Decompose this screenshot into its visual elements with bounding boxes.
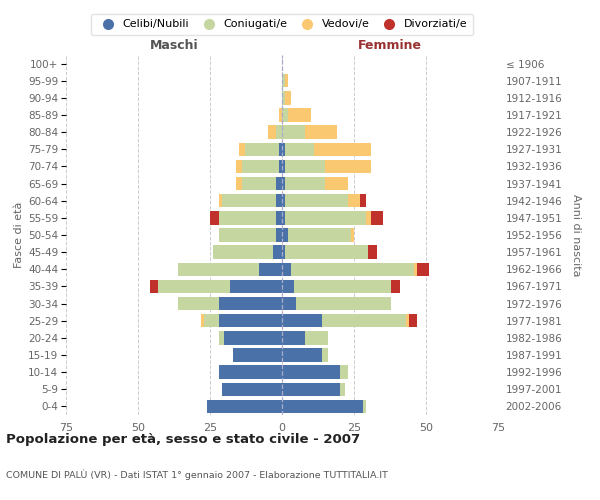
Bar bbox=[239, 142, 245, 156]
Y-axis label: Fasce di età: Fasce di età bbox=[14, 202, 24, 268]
Bar bbox=[290, 262, 415, 276]
Bar bbox=[362, 400, 365, 413]
Bar bbox=[242, 177, 276, 190]
Bar bbox=[288, 108, 311, 122]
Bar bbox=[365, 211, 371, 224]
Bar bbox=[296, 297, 391, 310]
Bar bbox=[288, 228, 351, 241]
Bar bbox=[418, 262, 429, 276]
Bar bbox=[282, 74, 285, 88]
Bar bbox=[285, 194, 348, 207]
Bar bbox=[325, 160, 371, 173]
Bar bbox=[274, 246, 282, 259]
Bar bbox=[351, 228, 354, 241]
Bar bbox=[282, 126, 305, 139]
Bar bbox=[282, 348, 322, 362]
Bar bbox=[325, 177, 348, 190]
Bar bbox=[285, 74, 288, 88]
Bar bbox=[242, 160, 279, 173]
Bar bbox=[409, 314, 418, 328]
Bar bbox=[360, 194, 365, 207]
Bar bbox=[314, 142, 371, 156]
Bar bbox=[213, 246, 274, 259]
Bar bbox=[305, 126, 337, 139]
Bar bbox=[221, 382, 282, 396]
Bar bbox=[282, 142, 285, 156]
Bar bbox=[268, 126, 276, 139]
Bar bbox=[276, 211, 282, 224]
Bar bbox=[282, 280, 293, 293]
Bar bbox=[285, 246, 368, 259]
Bar bbox=[285, 160, 325, 173]
Bar bbox=[282, 262, 290, 276]
Y-axis label: Anni di nascita: Anni di nascita bbox=[571, 194, 581, 276]
Legend: Celibi/Nubili, Coniugati/e, Vedovi/e, Divorziati/e: Celibi/Nubili, Coniugati/e, Vedovi/e, Di… bbox=[91, 14, 473, 35]
Bar bbox=[368, 246, 377, 259]
Bar bbox=[282, 211, 285, 224]
Bar bbox=[221, 194, 276, 207]
Text: COMUNE DI PALÙ (VR) - Dati ISTAT 1° gennaio 2007 - Elaborazione TUTTITALIA.IT: COMUNE DI PALÙ (VR) - Dati ISTAT 1° genn… bbox=[6, 470, 388, 480]
Bar bbox=[340, 366, 348, 379]
Bar bbox=[282, 160, 285, 173]
Bar bbox=[178, 297, 218, 310]
Bar bbox=[276, 177, 282, 190]
Bar bbox=[149, 280, 158, 293]
Bar bbox=[285, 91, 290, 104]
Bar bbox=[210, 211, 218, 224]
Bar bbox=[282, 108, 288, 122]
Bar bbox=[218, 314, 282, 328]
Bar bbox=[285, 177, 325, 190]
Bar bbox=[207, 400, 282, 413]
Bar bbox=[279, 142, 282, 156]
Bar bbox=[178, 262, 259, 276]
Bar bbox=[285, 211, 365, 224]
Bar bbox=[218, 331, 224, 344]
Bar bbox=[340, 382, 346, 396]
Bar bbox=[230, 280, 282, 293]
Bar bbox=[415, 262, 418, 276]
Bar bbox=[218, 211, 276, 224]
Bar bbox=[276, 194, 282, 207]
Bar bbox=[282, 194, 285, 207]
Bar bbox=[224, 331, 282, 344]
Bar bbox=[259, 262, 282, 276]
Bar bbox=[218, 297, 282, 310]
Bar bbox=[245, 142, 279, 156]
Text: Maschi: Maschi bbox=[149, 38, 199, 52]
Bar bbox=[282, 246, 285, 259]
Bar bbox=[218, 228, 276, 241]
Bar bbox=[285, 142, 314, 156]
Bar bbox=[391, 280, 400, 293]
Bar bbox=[204, 314, 218, 328]
Bar bbox=[322, 314, 406, 328]
Bar bbox=[202, 314, 204, 328]
Bar bbox=[282, 331, 305, 344]
Text: Popolazione per età, sesso e stato civile - 2007: Popolazione per età, sesso e stato civil… bbox=[6, 432, 360, 446]
Bar bbox=[236, 160, 242, 173]
Bar bbox=[282, 297, 296, 310]
Bar bbox=[348, 194, 360, 207]
Text: Femmine: Femmine bbox=[358, 38, 422, 52]
Bar bbox=[282, 91, 285, 104]
Bar bbox=[236, 177, 242, 190]
Bar bbox=[218, 194, 221, 207]
Bar bbox=[282, 314, 322, 328]
Bar bbox=[406, 314, 409, 328]
Bar bbox=[293, 280, 391, 293]
Bar bbox=[322, 348, 328, 362]
Bar bbox=[282, 177, 285, 190]
Bar bbox=[282, 228, 288, 241]
Bar bbox=[305, 331, 328, 344]
Bar bbox=[218, 366, 282, 379]
Bar bbox=[371, 211, 383, 224]
Bar bbox=[279, 160, 282, 173]
Bar bbox=[279, 108, 282, 122]
Bar bbox=[276, 126, 282, 139]
Bar bbox=[282, 400, 362, 413]
Bar bbox=[233, 348, 282, 362]
Bar bbox=[282, 382, 340, 396]
Bar bbox=[276, 228, 282, 241]
Bar bbox=[158, 280, 230, 293]
Bar bbox=[282, 366, 340, 379]
